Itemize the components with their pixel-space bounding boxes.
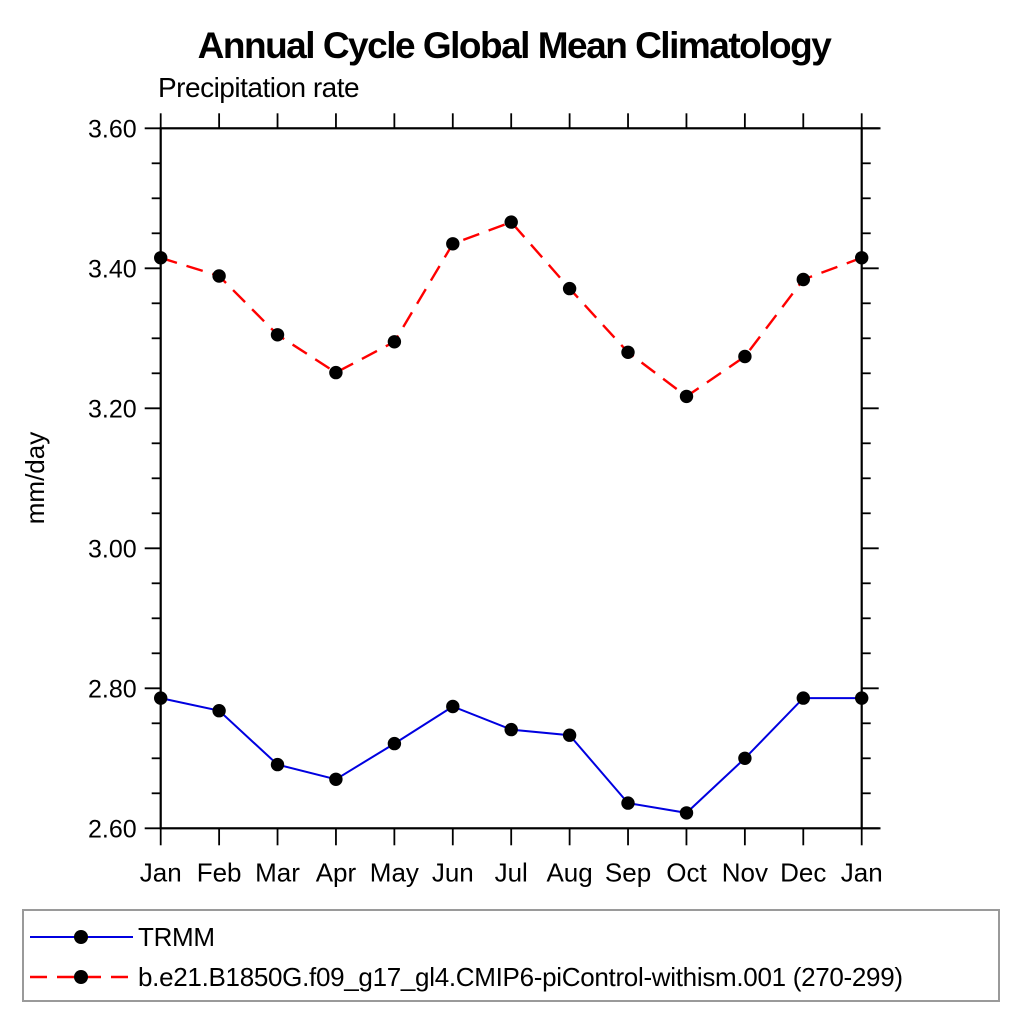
- data-point-marker: [212, 704, 226, 718]
- data-point-marker: [562, 728, 577, 742]
- data-point-marker: [212, 269, 226, 283]
- y-tick-label: 3.40: [88, 255, 137, 283]
- legend-label-model: b.e21.B1850G.f09_g17_gl4.CMIP6-piControl…: [138, 961, 903, 992]
- data-point-marker: [387, 335, 402, 349]
- data-point-marker: [855, 691, 869, 705]
- trmm-marker-sample: [74, 930, 88, 944]
- data-point-marker: [154, 251, 168, 265]
- data-point-marker: [504, 722, 518, 737]
- x-tick-label: Mar: [255, 857, 300, 887]
- data-point-marker: [562, 281, 577, 296]
- x-tick-label: Sep: [605, 857, 651, 887]
- legend-row-trmm: TRMM: [29, 921, 215, 952]
- legend-label-trmm: TRMM: [138, 921, 215, 952]
- annual-cycle-chart: Annual Cycle Global Mean Climatology Pre…: [20, 25, 883, 887]
- x-tick-label: Apr: [316, 857, 357, 887]
- x-tick-label: Dec: [780, 857, 826, 887]
- y-axis-label: mm/day: [20, 432, 50, 524]
- legend-sample-model-line: [30, 970, 133, 984]
- data-point-marker: [329, 365, 343, 380]
- data-point-marker: [446, 237, 460, 251]
- data-point-marker: [329, 772, 343, 786]
- y-tick-label: 3.00: [88, 535, 137, 563]
- y-tick-label: 2.80: [88, 675, 137, 703]
- data-point-marker: [154, 691, 168, 705]
- data-point-marker: [387, 736, 402, 751]
- plot-area: Jan Feb Mar Apr May Jun Jul Aug Sep Oct Nov Dec Jan2…: [88, 113, 883, 887]
- data-point-marker: [738, 349, 752, 364]
- data-point-marker: [270, 328, 285, 342]
- data-point-marker: [738, 751, 752, 765]
- x-tick-label: Jan: [841, 857, 883, 887]
- data-point-marker: [621, 796, 635, 810]
- y-tick-label: 3.20: [88, 395, 137, 423]
- data-point-marker: [446, 699, 460, 714]
- data-point-marker: [796, 691, 810, 705]
- legend-row-model: b.e21.B1850G.f09_g17_gl4.CMIP6-piControl…: [29, 961, 903, 992]
- x-tick-label: Nov: [722, 857, 768, 887]
- x-tick-label: Feb: [197, 857, 242, 887]
- data-point-marker: [504, 215, 518, 229]
- chart-subtitle: Precipitation rate: [158, 72, 359, 103]
- x-tick-label: Aug: [546, 857, 592, 887]
- y-tick-label: 2.60: [88, 815, 137, 843]
- data-point-marker: [679, 806, 694, 820]
- y-tick-label: 3.60: [88, 115, 137, 143]
- data-point-marker: [796, 272, 810, 287]
- series-line-1: [160, 220, 863, 398]
- chart-title: Annual Cycle Global Mean Climatology: [198, 25, 833, 66]
- model-marker-sample: [74, 970, 88, 984]
- data-point-marker: [621, 345, 635, 359]
- x-tick-label: Jun: [432, 857, 474, 887]
- x-tick-label: Oct: [666, 857, 707, 887]
- data-point-marker: [679, 389, 694, 404]
- legend: TRMM b.e21.B1850G.f09_g17_gl4.CMIP6-piCo…: [22, 909, 1000, 1002]
- data-point-marker: [270, 757, 285, 772]
- series-line-0: [160, 697, 862, 814]
- x-tick-label: Jul: [495, 857, 528, 887]
- x-tick-label: Jan: [140, 857, 182, 887]
- legend-sample-trmm-line: [30, 930, 133, 944]
- data-point-marker: [855, 251, 869, 265]
- x-tick-label: May: [370, 857, 419, 887]
